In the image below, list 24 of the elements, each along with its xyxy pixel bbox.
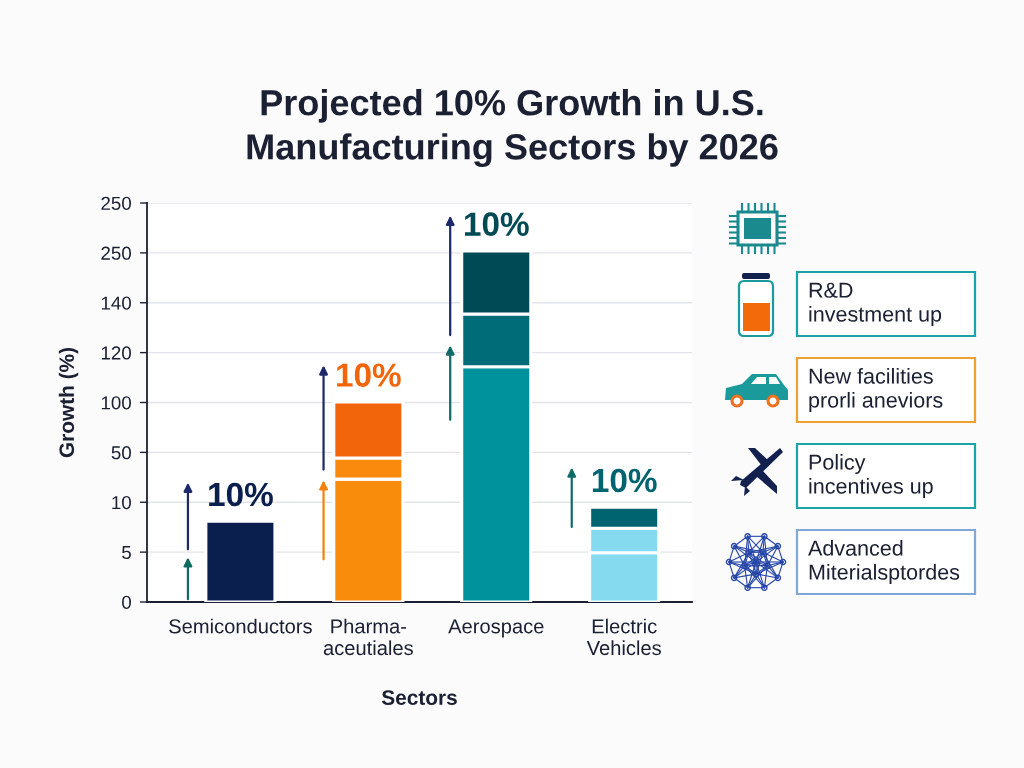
- x-tick-label: Aerospace: [448, 619, 544, 638]
- category-label: 100: [101, 396, 131, 410]
- x-axis-title: Sectors: [381, 690, 457, 705]
- category-label: 120: [101, 346, 131, 360]
- text: Policy incentives up: [809, 453, 933, 499]
- annotation: 10%: [465, 212, 529, 236]
- text: R&D investment up: [809, 282, 942, 327]
- category-label: 50: [111, 446, 131, 460]
- x-tick-label: Pharma- aceutiales: [323, 618, 413, 656]
- category-label: 140: [101, 296, 131, 310]
- category-label: 250: [101, 246, 131, 260]
- annotation: 10%: [209, 482, 273, 507]
- text: New facilities prorli aneviors: [809, 367, 943, 413]
- category-label: 5: [122, 546, 131, 560]
- y-axis-title: Growth (%): [58, 347, 79, 458]
- category-label: 0: [122, 595, 131, 609]
- annotation: 10%: [592, 468, 657, 493]
- annotation: 10%: [337, 363, 401, 387]
- text: Advanced Miterialsptordes: [808, 539, 960, 585]
- x-tick-label: Semiconductors: [169, 618, 312, 634]
- category-label: 250: [101, 196, 131, 210]
- x-tick-label: Electric Vehicles: [586, 618, 661, 656]
- category-label: 10: [112, 495, 131, 510]
- chart-title: Projected 10% Growth in U.S. Manufacturing Sectors by 2026: [247, 89, 778, 167]
